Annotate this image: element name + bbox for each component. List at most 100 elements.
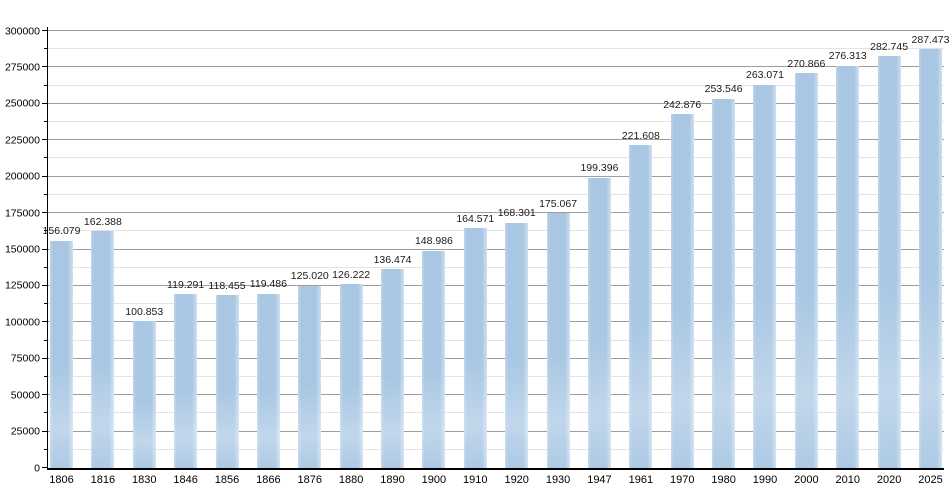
gridline-major	[48, 66, 944, 68]
bar-value-label: 221.608	[621, 129, 660, 142]
y-axis-tick	[42, 248, 47, 250]
y-axis-tick	[42, 175, 47, 177]
gridline-major	[48, 321, 944, 323]
bar-1930	[546, 213, 570, 468]
bar-value-label: 287.473	[911, 33, 950, 46]
bar-value-label: 136.474	[373, 253, 412, 266]
x-axis-tick-label: 1876	[297, 474, 323, 486]
bar-value-label: 263.071	[745, 69, 784, 82]
y-axis-tick-label: 100000	[4, 316, 40, 329]
y-axis-tick-minor	[44, 121, 47, 123]
x-axis-tick-label: 2000	[794, 474, 819, 486]
y-axis-line	[47, 27, 48, 468]
y-axis-tick-minor	[44, 84, 47, 86]
y-axis-tick-minor	[44, 193, 47, 195]
gridline-minor	[48, 375, 944, 377]
y-axis-tick	[42, 212, 47, 214]
bar-1900	[422, 250, 446, 468]
bar-2025	[919, 49, 942, 468]
x-axis-tick-label: 1880	[338, 474, 364, 486]
plot-area: 0 25000 50000 75000 100000 125000 150000 175000…	[5, 26, 950, 486]
y-axis-tick	[42, 430, 47, 432]
gridline-minor	[48, 48, 944, 50]
x-axis-line	[47, 468, 944, 470]
y-axis-tick-minor	[44, 48, 47, 50]
bar-value-label: 276.313	[828, 50, 867, 63]
y-axis-tick-label: 125000	[4, 279, 40, 292]
bar-1961	[629, 145, 653, 468]
y-axis-tick-label: 175000	[4, 206, 40, 219]
bar-1980	[712, 98, 736, 468]
y-axis-tick-minor	[44, 448, 47, 450]
x-axis-tick-label: 1856	[214, 474, 240, 486]
gridline-minor	[48, 157, 944, 159]
y-axis-tick	[42, 139, 47, 141]
bar-1990	[753, 84, 777, 468]
y-axis-tick-label: 0	[34, 461, 40, 474]
x-axis-tick-label: 1970	[669, 474, 695, 486]
x-axis-tick-label: 1890	[380, 474, 405, 486]
bar-value-label: 119.486	[249, 278, 287, 291]
x-axis-tick-label: 1900	[421, 474, 447, 486]
x-axis-tick-label: 1920	[504, 474, 529, 486]
x-axis-tick-label: 2025	[918, 474, 943, 486]
bar-value-label: 126.222	[332, 268, 371, 281]
y-axis-tick-label: 150000	[4, 243, 40, 256]
bar-1880	[339, 284, 363, 468]
x-axis-tick-label: 1816	[90, 474, 116, 486]
x-axis-tick-label: 1947	[587, 474, 612, 486]
bar-value-label: 118.455	[208, 279, 246, 292]
x-axis-tick-label: 1866	[256, 474, 281, 486]
bar-1846	[174, 294, 198, 468]
y-axis-tick-minor	[44, 303, 47, 305]
bar-1816	[91, 231, 115, 468]
gridline-major	[48, 102, 944, 104]
gridline-major	[48, 175, 944, 177]
x-axis-tick-label: 1806	[49, 474, 74, 486]
bar-value-label: 119.291	[167, 278, 205, 291]
gridline-major	[48, 394, 944, 396]
y-axis-tick-minor	[44, 266, 47, 268]
y-axis-tick-label: 25000	[10, 425, 40, 438]
y-axis-tick-label: 275000	[4, 61, 40, 74]
bar-1856	[215, 295, 239, 468]
x-axis-tick-label: 2010	[835, 474, 860, 486]
bar-value-label: 156.079	[42, 225, 81, 238]
y-axis-tick	[42, 284, 47, 286]
bar-1876	[298, 285, 322, 468]
x-axis-tick-label: 1846	[173, 474, 198, 486]
y-axis-tick	[42, 321, 47, 323]
x-axis-tick-label: 1910	[463, 474, 488, 486]
y-axis-tick-minor	[44, 339, 47, 341]
bar-value-label: 148.986	[414, 235, 453, 248]
bar-2000	[794, 73, 818, 468]
gridline-minor	[48, 448, 944, 450]
bar-1910	[463, 228, 487, 468]
x-axis-tick-label: 1961	[628, 474, 654, 486]
y-axis-tick-label: 50000	[10, 388, 40, 401]
gridline-minor	[48, 412, 944, 414]
bar-1947	[587, 177, 611, 468]
bar-value-label: 162.388	[83, 215, 122, 228]
gridline-major	[48, 212, 944, 214]
gridline-major	[48, 284, 944, 286]
bar-1890	[381, 269, 405, 468]
gridline-minor	[48, 303, 944, 305]
gridline-major	[48, 139, 944, 141]
y-axis-tick-minor	[44, 375, 47, 377]
bar-2010	[836, 65, 860, 468]
y-axis-tick-minor	[44, 157, 47, 159]
bar-value-label: 242.876	[663, 98, 702, 111]
y-axis-tick-label: 75000	[10, 352, 40, 365]
gridline-major	[48, 248, 944, 250]
y-axis-tick-label: 200000	[4, 170, 40, 183]
y-axis-tick-minor	[44, 412, 47, 414]
x-axis-tick-label: 1930	[545, 474, 571, 486]
bar-1866	[256, 293, 280, 468]
y-axis-tick	[42, 357, 47, 359]
x-axis-tick-label: 1830	[132, 474, 157, 486]
y-axis-tick-label: 250000	[4, 97, 40, 110]
bar-value-label: 282.745	[870, 40, 909, 53]
y-axis-tick	[42, 66, 47, 68]
